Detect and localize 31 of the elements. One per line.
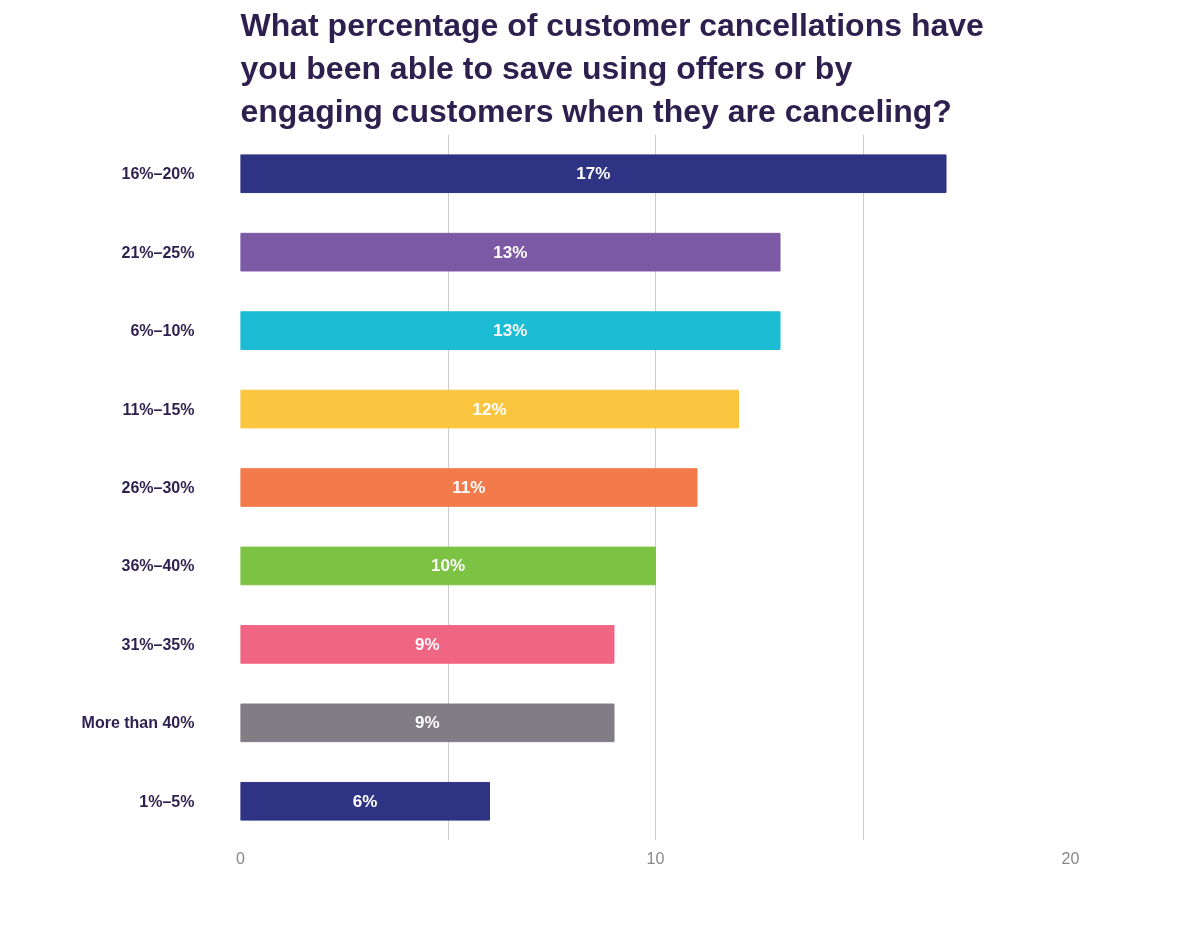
x-tick-label: 20 (1061, 849, 1080, 867)
data-label: 12% (472, 399, 507, 419)
data-label: 10% (430, 556, 466, 576)
y-tick-label: 31%–35% (121, 635, 195, 653)
y-tick-label: More than 40% (81, 714, 195, 732)
y-tick-label: 21%–25% (121, 243, 195, 261)
bar (240, 781, 490, 821)
y-tick-label: 11%–15% (122, 400, 195, 418)
x-tick-label: 0 (236, 849, 246, 867)
data-label: 11% (452, 478, 486, 497)
bar (240, 311, 781, 350)
data-label: 17% (576, 164, 611, 184)
bar (240, 546, 656, 586)
bar (240, 389, 739, 429)
bar (240, 468, 698, 507)
y-tick-label: 26%–30% (121, 479, 195, 496)
y-tick-label: 1%–5% (139, 792, 195, 810)
x-tick-label: 10 (646, 849, 665, 867)
chart-title: What percentage of customer cancellations have you been able to save using offers or by engaging customers when they are canceling? (240, 7, 984, 130)
y-tick-label: 16%–20% (121, 165, 195, 183)
data-label: 6% (352, 791, 378, 811)
data-label: 9% (414, 634, 440, 654)
data-label: 13% (493, 321, 528, 341)
data-label: 13% (493, 242, 528, 262)
bar (240, 232, 781, 272)
bar (240, 703, 615, 743)
y-tick-label: 6%–10% (130, 322, 195, 340)
y-tick-label: 36%–40% (121, 557, 195, 575)
bar (240, 625, 615, 664)
data-label: 9% (414, 713, 440, 733)
bar (240, 154, 947, 194)
